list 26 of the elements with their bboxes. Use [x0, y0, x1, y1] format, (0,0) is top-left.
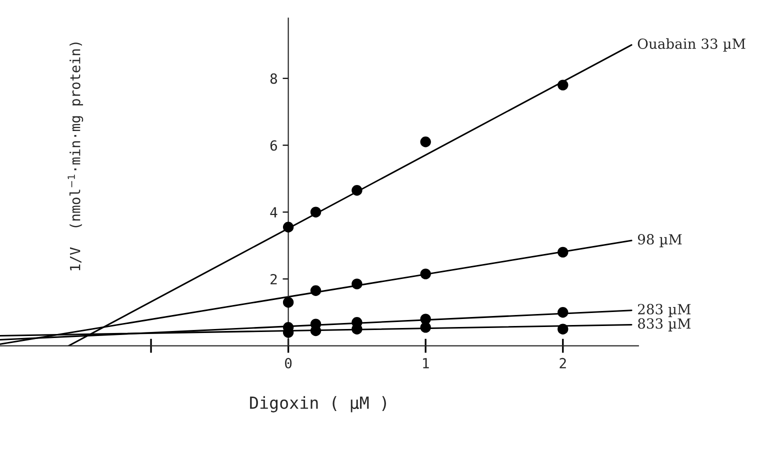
y-tick-label: 8 [270, 73, 278, 84]
point [352, 185, 362, 196]
x-axis-title: Digoxin ( µM ) [250, 396, 386, 412]
point [558, 80, 568, 90]
series-label: 833 µM [638, 318, 691, 332]
y-tick-label: 4 [270, 207, 278, 218]
point [558, 246, 568, 258]
point [420, 268, 431, 280]
point [558, 324, 568, 334]
y-axis-title: 1/V (nmol$^{−1}$·min·mg protein) [68, 42, 84, 270]
point [310, 285, 322, 296]
point [352, 278, 362, 290]
point [420, 136, 431, 148]
point [310, 206, 322, 218]
x-tick-label: 0 [285, 358, 292, 368]
y-tick-label: 6 [270, 140, 277, 151]
point [558, 307, 568, 318]
series-label: Ouabain 33 µM [638, 38, 746, 52]
series-label: 98 µM [638, 234, 682, 248]
y-tick-label: 2 [270, 274, 277, 284]
x-tick-label: 2 [560, 358, 566, 368]
point [282, 296, 294, 308]
x-tick-label: 1 [423, 358, 429, 368]
series-label: 283 µM [638, 304, 691, 318]
point [420, 322, 431, 333]
point [282, 222, 294, 232]
